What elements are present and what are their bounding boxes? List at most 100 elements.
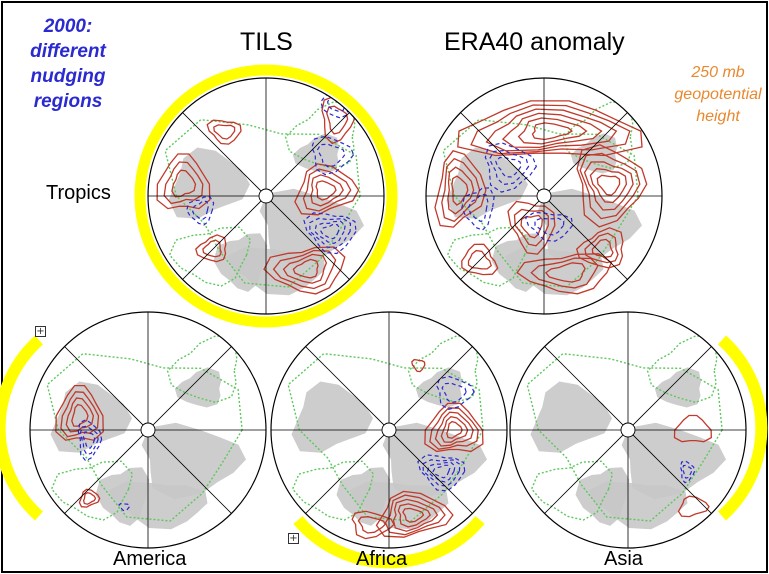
positive-contour [584, 232, 619, 264]
america-highlight-arc [0, 335, 44, 521]
positive-contour [384, 494, 446, 536]
positive-contour [576, 144, 648, 228]
land-mass [213, 233, 268, 292]
positive-contour [579, 152, 641, 220]
panel-border [147, 77, 385, 315]
positive-contour [516, 253, 613, 295]
pole-circle [381, 422, 397, 438]
positive-contour [302, 168, 352, 212]
positive-contour [470, 104, 631, 155]
positive-contour [60, 391, 100, 438]
positive-contour [596, 174, 621, 196]
negative-contour [309, 217, 352, 249]
negative-contour [467, 193, 489, 223]
positive-contour [315, 180, 337, 201]
zero-contour [562, 100, 634, 170]
negative-contour [320, 224, 341, 240]
negative-contour [118, 502, 131, 512]
land-mass [292, 133, 339, 174]
positive-contour [583, 161, 634, 211]
positive-contour [351, 510, 395, 540]
positive-contour [451, 175, 469, 206]
land-mass [491, 233, 546, 292]
positive-contour [530, 257, 599, 289]
positive-contour [82, 492, 97, 505]
negative-contour [484, 142, 537, 193]
positive-contour [461, 243, 499, 276]
year-note-line: different [30, 41, 106, 62]
negative-contour [426, 461, 456, 483]
tropics-label: Tropics [46, 182, 111, 204]
polar-map-asia [509, 311, 747, 549]
positive-contour [78, 488, 101, 508]
positive-contour [434, 150, 487, 228]
pole-circle [620, 422, 636, 438]
polar-map-africa [270, 311, 508, 549]
africa-label: Africa [356, 548, 408, 570]
panel-border [270, 311, 508, 549]
asia-highlight-arc [717, 335, 768, 521]
plus-square-icon[interactable]: + [35, 326, 46, 337]
year-note-line: nudging [30, 66, 106, 87]
positive-contour [467, 249, 492, 270]
zero-contour [646, 334, 718, 404]
land-mass [621, 422, 726, 500]
field-note-line: height [696, 108, 740, 125]
positive-contour [156, 153, 211, 210]
positive-contour [501, 112, 603, 149]
positive-contour [589, 168, 628, 204]
year-note-line: 2000: [43, 16, 93, 37]
zero-contour [284, 100, 356, 170]
land-mass [336, 467, 391, 526]
positive-contour [520, 214, 543, 239]
era40-title: ERA40 anomaly [444, 28, 625, 56]
negative-contour [432, 464, 451, 479]
positive-contour [213, 124, 236, 140]
negative-contour [461, 187, 495, 231]
polar-map-tils [147, 77, 385, 315]
positive-contour [677, 495, 710, 518]
positive-contour [392, 498, 439, 532]
zero-contour [407, 334, 479, 404]
positive-contour [195, 234, 227, 263]
negative-contour [534, 217, 565, 236]
positive-contour [292, 258, 319, 279]
positive-contour [65, 397, 95, 433]
negative-contour [495, 156, 522, 178]
pole-circle [140, 422, 156, 438]
land-mass [291, 381, 373, 453]
negative-contour [316, 143, 346, 168]
positive-contour [397, 503, 432, 528]
positive-contour [282, 253, 328, 284]
negative-contour [436, 375, 475, 410]
positive-contour [202, 239, 222, 258]
positive-contour [357, 516, 386, 534]
plus-square-icon[interactable]: + [288, 533, 299, 544]
land-mass [174, 367, 221, 408]
field-note-line: geopotential [674, 86, 762, 103]
negative-contour [191, 200, 210, 220]
positive-contour [447, 166, 475, 215]
negative-contour [82, 431, 96, 449]
negative-contour [422, 459, 461, 487]
zero-contour [166, 334, 238, 404]
america-label: America [113, 548, 187, 570]
positive-contour [375, 490, 454, 538]
positive-contour [402, 507, 425, 523]
negative-contour [79, 425, 99, 456]
land-mass [530, 381, 612, 453]
tropics-highlight-ring [134, 64, 398, 328]
pole-circle [258, 188, 274, 204]
positive-contour [544, 262, 586, 283]
negative-contour [77, 419, 103, 462]
negative-contour [488, 149, 530, 186]
positive-contour [163, 161, 204, 205]
positive-contour [517, 117, 588, 145]
positive-contour [531, 122, 573, 141]
positive-contour [441, 157, 481, 223]
asia-label: Asia [604, 548, 643, 570]
negative-contour [441, 382, 467, 404]
positive-contour [485, 108, 618, 152]
